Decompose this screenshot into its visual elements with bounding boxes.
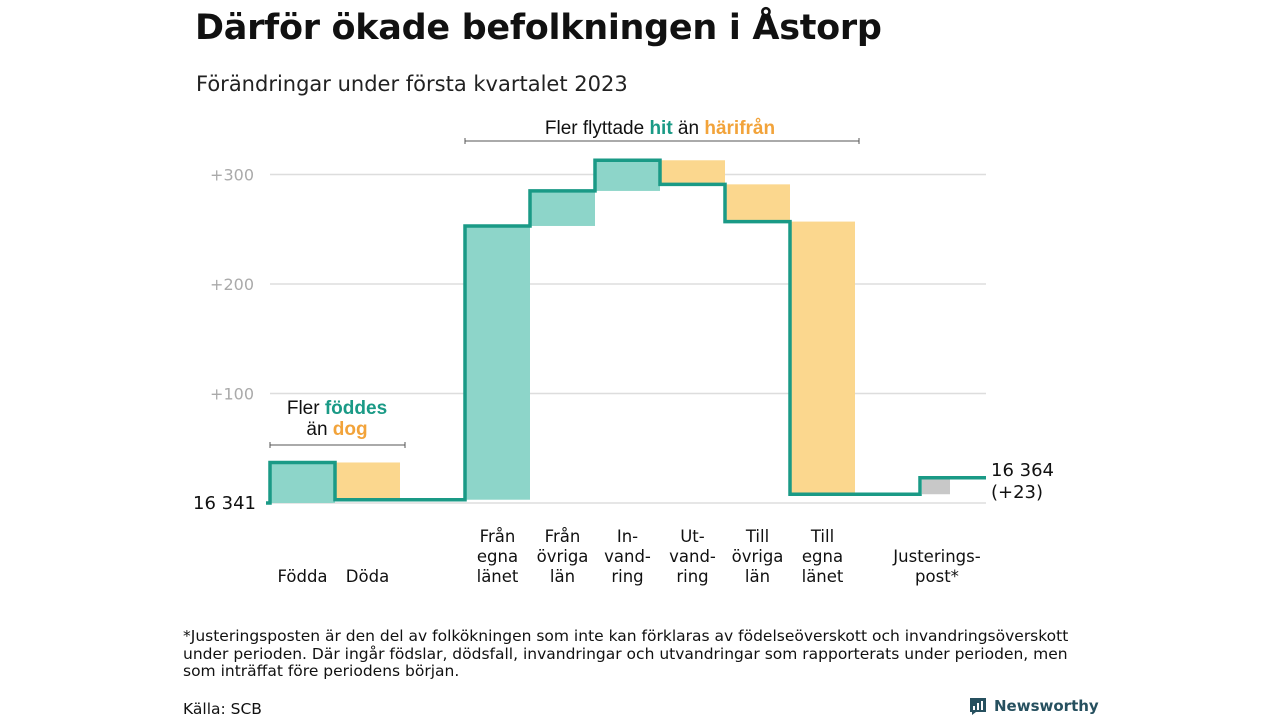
category-label: Från	[545, 527, 581, 546]
waterfall-bar-adjustment	[922, 477, 950, 495]
end-value-label: 16 364	[991, 460, 1054, 481]
annotation-segment-decrease: dog	[333, 419, 368, 440]
newsworthy-logo-icon	[970, 698, 986, 715]
category-label: Till	[810, 527, 834, 546]
annotation-segment-increase: hit	[649, 118, 673, 139]
waterfall-bar-increase	[596, 160, 660, 191]
end-value-label: (+23)	[991, 482, 1043, 503]
waterfall-bar-increase	[271, 462, 335, 503]
category-label: Födda	[277, 567, 327, 586]
annotation-segment-plain: Fler	[287, 398, 325, 419]
category-label: ring	[676, 567, 708, 586]
source-label: Källa: SCB	[183, 700, 262, 718]
start-value-label: 16 341	[193, 493, 256, 514]
category-label: länet	[477, 567, 519, 586]
annotation-text: än dog	[306, 419, 367, 440]
waterfall-bar-decrease	[726, 184, 790, 222]
annotation-segment-plain: än	[673, 118, 705, 139]
chart-subtitle: Förändringar under första kvartalet 2023	[196, 72, 628, 96]
annotation-text: Fler flyttade hit än härifrån	[545, 118, 775, 139]
category-label: Till	[745, 527, 769, 546]
annotation-segment-increase: föddes	[325, 398, 387, 419]
category-label: egna	[477, 547, 518, 566]
category-label: vand-	[669, 547, 716, 566]
category-label: In-	[617, 527, 638, 546]
annotation-text: Fler föddes	[287, 398, 387, 419]
footnote: *Justeringsposten är den del av folkökni…	[183, 627, 1069, 680]
chart-title: Därför ökade befolkningen i Åstorp	[195, 8, 882, 48]
category-label: ring	[611, 567, 643, 586]
annotation-segment-plain: än	[306, 419, 332, 440]
category-label: Döda	[346, 567, 389, 586]
brand-name: Newsworthy	[994, 697, 1099, 715]
waterfall-bar-increase	[531, 190, 595, 226]
category-label: Justerings-	[892, 547, 980, 566]
category-label: Från	[480, 527, 516, 546]
annotation-segment-decrease: härifrån	[704, 118, 775, 139]
category-label: egna	[802, 547, 843, 566]
category-label: vand-	[604, 547, 651, 566]
waterfall-bar-decrease	[791, 221, 855, 495]
category-label: länet	[802, 567, 844, 586]
y-tick-label: +200	[210, 275, 254, 294]
category-label: län	[745, 567, 770, 586]
waterfall-bar-decrease	[661, 160, 725, 185]
y-tick-label: +300	[210, 166, 254, 185]
category-label: övriga	[732, 547, 784, 566]
annotation-segment-plain: Fler flyttade	[545, 118, 650, 139]
step-line	[266, 158, 986, 505]
category-label: post*	[915, 567, 959, 586]
waterfall-bar-increase	[466, 225, 530, 500]
category-label: Ut-	[680, 527, 705, 546]
brand-logo[interactable]: Newsworthy	[968, 696, 1099, 716]
category-label: övriga	[537, 547, 589, 566]
waterfall-bar-decrease	[336, 462, 400, 500]
category-label: län	[550, 567, 575, 586]
y-tick-label: +100	[210, 385, 254, 404]
